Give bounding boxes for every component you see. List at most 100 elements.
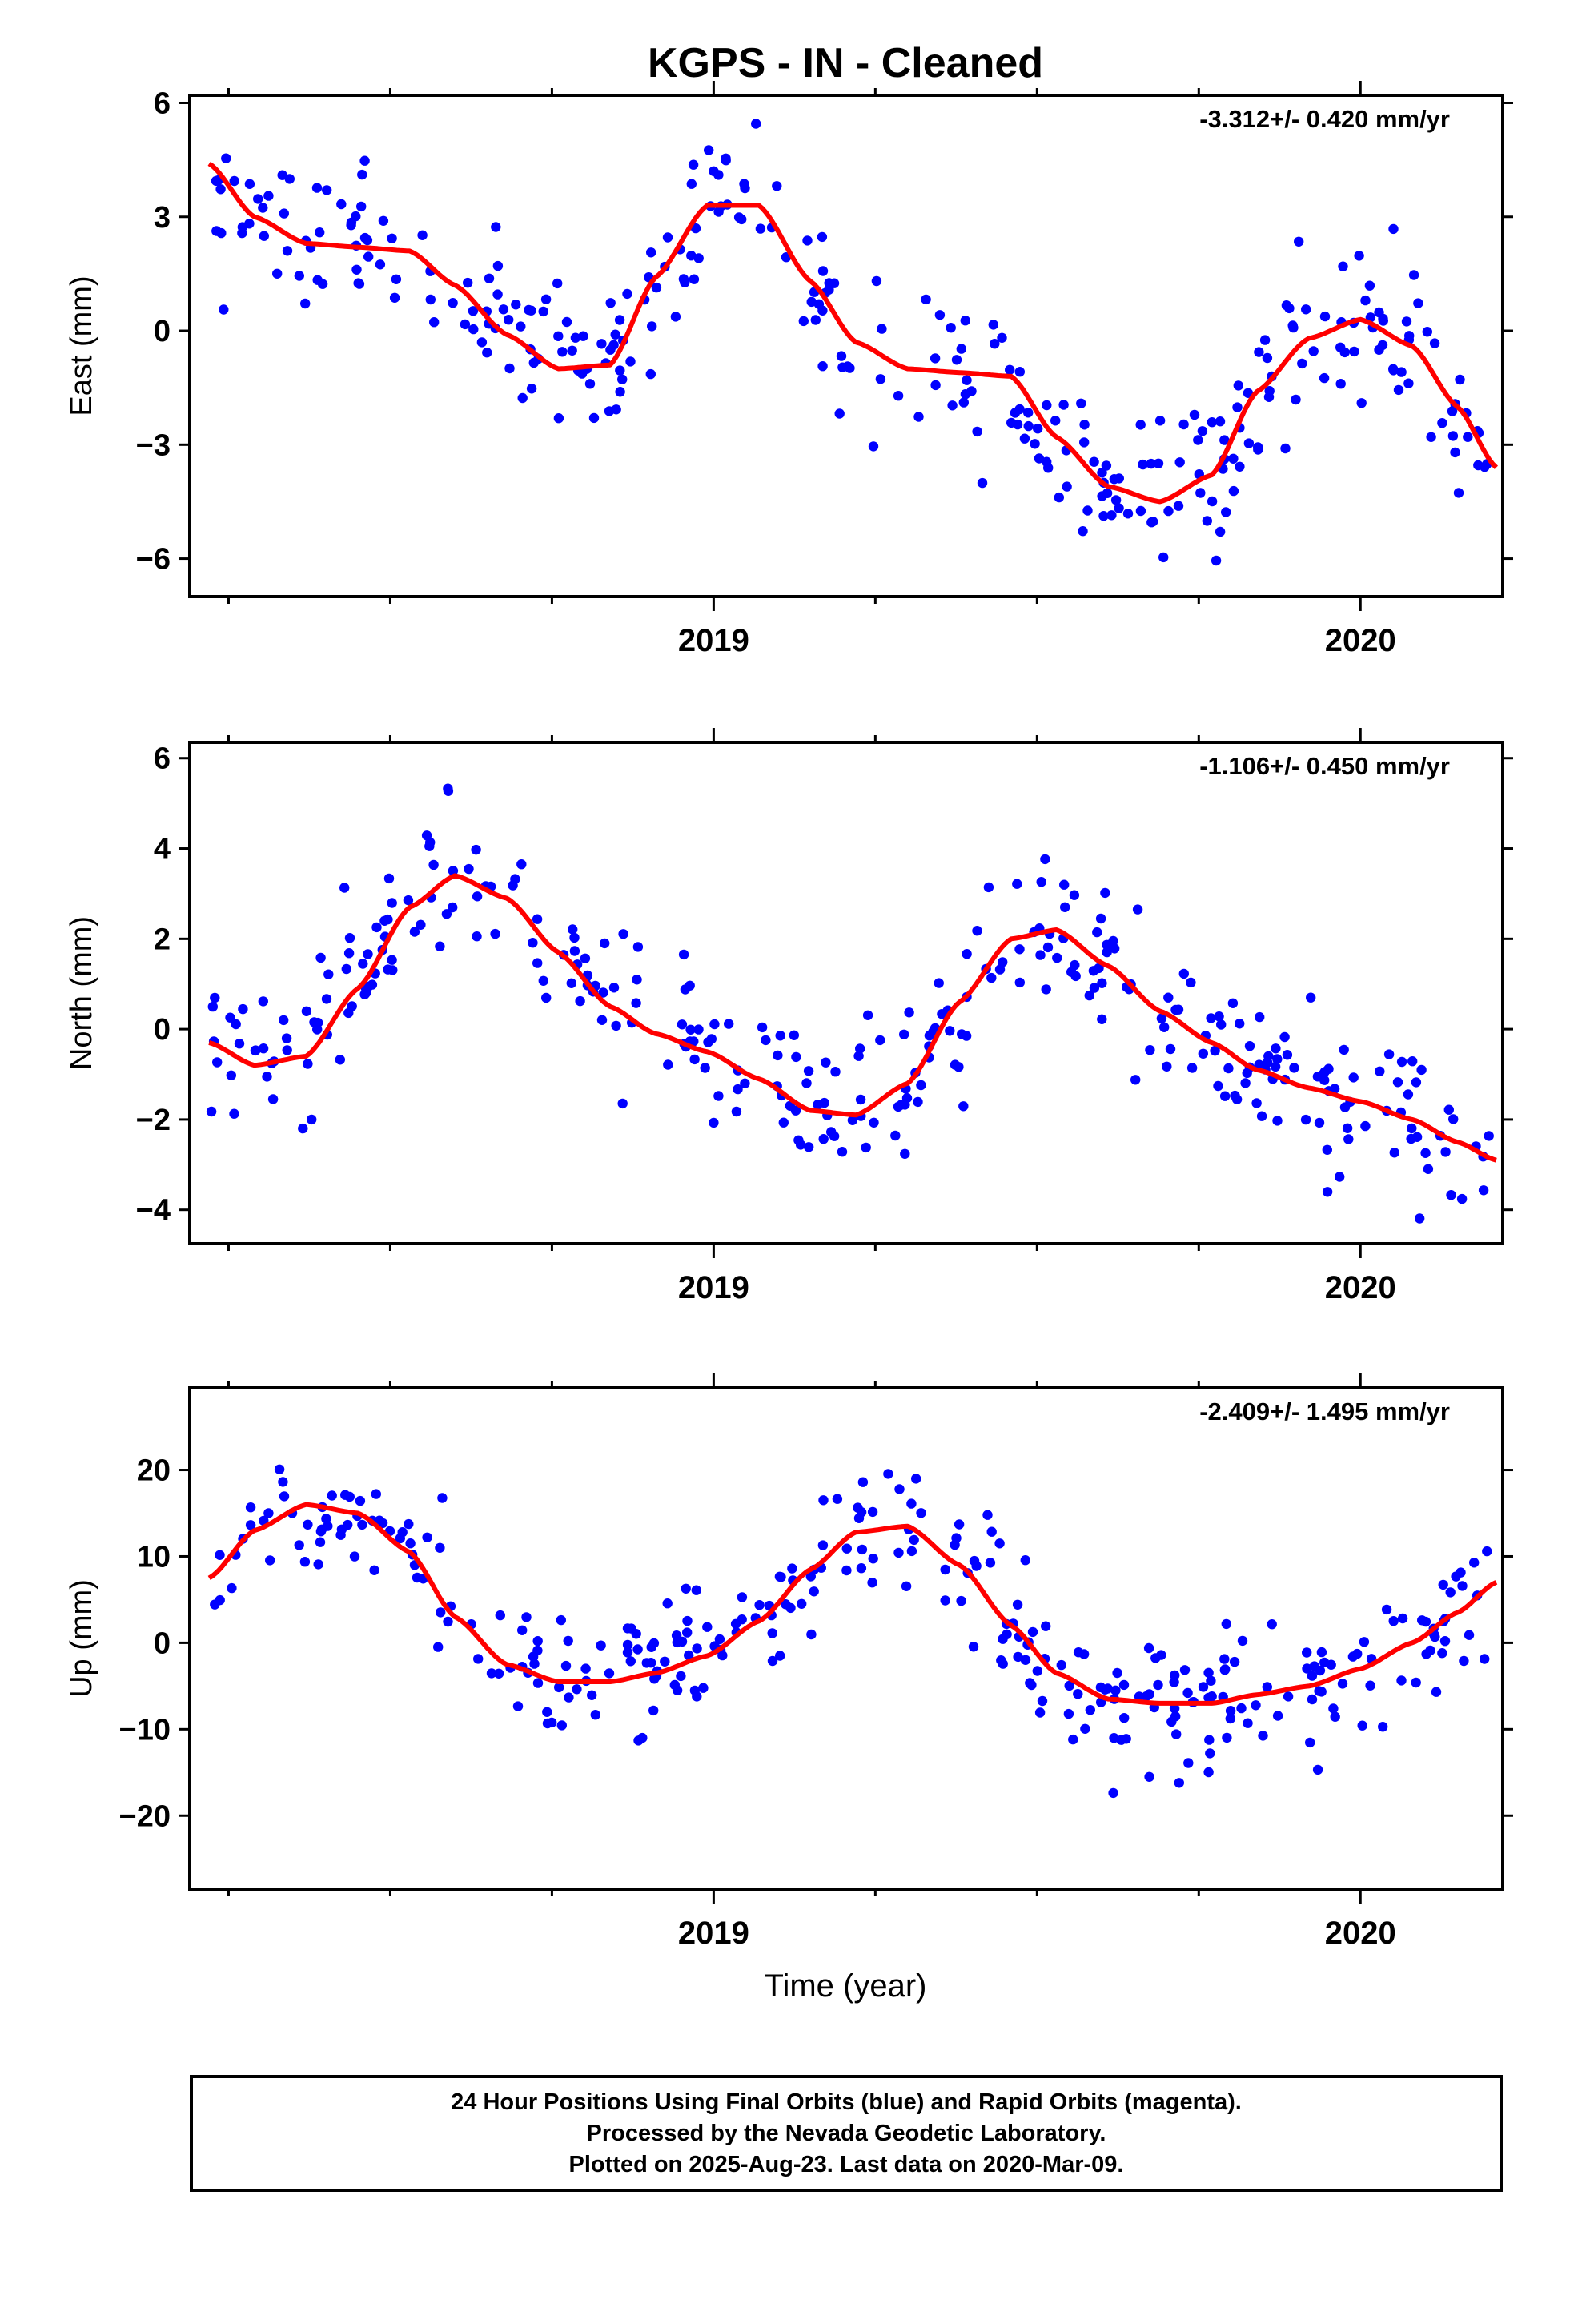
footer-box: 24 Hour Positions Using Final Orbits (bl… — [190, 2075, 1503, 2192]
data-point — [900, 1148, 910, 1160]
data-point — [686, 179, 697, 189]
data-point — [258, 1043, 269, 1054]
data-point — [336, 1524, 347, 1535]
data-point — [587, 1690, 597, 1700]
figure-title: KGPS - IN - Cleaned — [648, 40, 1043, 86]
data-point — [267, 1094, 279, 1104]
data-point — [1259, 335, 1271, 345]
data-point — [344, 1491, 355, 1502]
data-point — [219, 304, 229, 315]
data-point — [1314, 1117, 1325, 1128]
data-point — [1064, 1680, 1074, 1691]
data-point — [1339, 1044, 1349, 1055]
data-point — [1097, 978, 1107, 988]
data-point — [904, 1007, 914, 1018]
data-point — [1356, 398, 1367, 408]
data-point — [358, 959, 368, 969]
data-point — [785, 1602, 796, 1614]
data-point — [404, 1518, 414, 1530]
data-point — [1374, 307, 1384, 318]
data-point — [721, 155, 731, 166]
data-point — [669, 1679, 680, 1691]
data-point — [1035, 950, 1046, 960]
data-point — [216, 227, 227, 239]
data-point — [625, 356, 636, 367]
data-point — [596, 339, 607, 349]
data-point — [435, 941, 445, 951]
data-point — [930, 380, 941, 391]
data-point — [274, 1464, 285, 1475]
data-point — [468, 324, 479, 335]
data-point — [698, 1683, 709, 1693]
data-point — [618, 929, 628, 939]
data-point — [429, 317, 440, 328]
data-point — [532, 914, 543, 924]
x-tick-label: 2019 — [678, 1270, 749, 1305]
data-point — [901, 1581, 912, 1592]
data-point — [315, 1526, 327, 1537]
data-point — [1154, 416, 1166, 426]
data-point — [761, 1035, 771, 1046]
data-point — [272, 268, 283, 279]
data-point — [327, 1490, 337, 1501]
data-point — [1396, 367, 1407, 377]
data-point — [724, 1019, 734, 1029]
data-point — [899, 1029, 909, 1040]
data-point — [1020, 1655, 1031, 1665]
data-point — [504, 315, 514, 325]
data-point — [473, 1654, 484, 1664]
data-point — [1270, 1061, 1281, 1072]
data-point — [1294, 236, 1304, 247]
data-point — [1097, 468, 1107, 478]
data-point — [336, 199, 347, 210]
data-point — [596, 1015, 608, 1026]
data-point — [806, 1629, 817, 1640]
data-point — [1174, 1778, 1185, 1788]
fit-curve — [207, 161, 1499, 505]
data-point — [1231, 1094, 1243, 1104]
data-point — [1445, 1587, 1456, 1598]
data-point — [572, 1684, 582, 1695]
data-point — [250, 1045, 261, 1056]
data-point — [1255, 1011, 1265, 1023]
data-point — [492, 289, 503, 300]
x-tick-label: 2020 — [1325, 1270, 1396, 1305]
x-tick-label: 2020 — [1325, 623, 1396, 658]
data-point — [409, 927, 420, 937]
data-point — [1411, 1077, 1422, 1088]
data-point — [437, 1493, 448, 1503]
data-point — [580, 953, 591, 964]
data-point — [990, 339, 1000, 349]
data-point — [1403, 1089, 1414, 1100]
data-point — [552, 278, 563, 289]
data-point — [1135, 505, 1146, 517]
data-point — [504, 363, 515, 374]
data-point — [1013, 1651, 1023, 1663]
data-point — [1165, 1043, 1176, 1055]
data-point — [1076, 398, 1086, 408]
data-point — [1203, 1667, 1214, 1678]
data-point — [1219, 435, 1230, 445]
data-point — [448, 902, 458, 913]
data-point — [791, 1051, 801, 1063]
data-point — [563, 1635, 573, 1647]
data-point — [1102, 947, 1112, 958]
data-point — [1289, 1063, 1299, 1073]
data-point — [1417, 1615, 1427, 1626]
data-point — [1443, 1104, 1455, 1115]
y-tick-label: 6 — [154, 742, 171, 776]
data-point — [1119, 1713, 1130, 1723]
data-point — [774, 1571, 785, 1582]
data-point — [817, 231, 828, 243]
data-point — [945, 1026, 955, 1036]
data-point — [343, 948, 355, 959]
data-point — [532, 958, 543, 968]
data-point — [516, 321, 526, 332]
y-tick-label: 0 — [154, 1013, 171, 1047]
data-point — [1019, 433, 1030, 444]
data-point — [294, 1540, 304, 1550]
data-point — [1112, 1667, 1122, 1679]
data-point — [262, 1072, 272, 1082]
data-point — [1146, 517, 1157, 528]
data-point — [1403, 378, 1414, 388]
